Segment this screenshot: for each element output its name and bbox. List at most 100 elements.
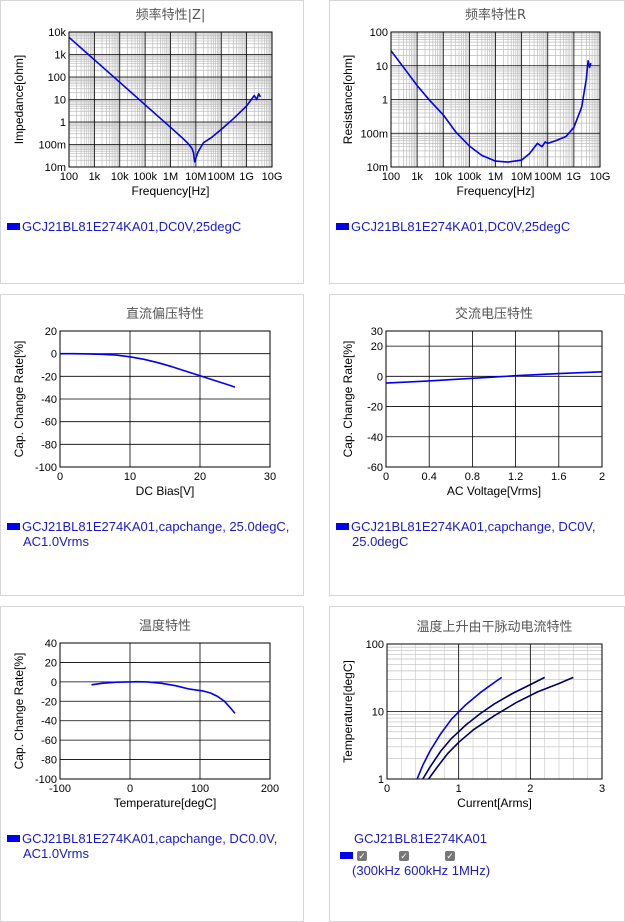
y-tick-label: -20 (41, 371, 57, 383)
label-1mhz: 1MHz (451, 863, 486, 878)
ac-voltage-legend: GCJ21BL81E274KA01,capchange, DC0V, 25.0d… (336, 519, 622, 549)
x-tick-label: 100M (534, 171, 562, 183)
x-tick-label: 100 (191, 783, 209, 795)
legend-label: GCJ21BL81E274KA01,DC0V,25degC (22, 219, 242, 234)
y-tick-label: -60 (41, 735, 57, 747)
x-tick-label: 1G (567, 171, 582, 183)
ac-voltage-chart-panel: 0 0.4 0.8 1.2 1.6 2 30 20 0 -20 -40 -60 交流电压特性 AC Vol… (329, 294, 625, 596)
x-axis-label: Frequency[Hz] (456, 184, 534, 198)
series-line (391, 50, 592, 163)
x-tick-label: 100 (60, 171, 78, 183)
resistance-chart: 100 1k 10k 100k 1M 10M 100M 1G 10G 10m 100m 1 10 100 频… (341, 7, 610, 198)
y-tick-label: 100 (370, 27, 388, 39)
y-tick-label: 0 (51, 677, 57, 689)
y-tick-label: 10 (376, 61, 388, 73)
plot-frame (68, 31, 273, 168)
x-tick-label: 2 (599, 471, 605, 483)
y-tick-label: 0 (377, 371, 383, 383)
x-tick-label: 1 (456, 783, 462, 795)
paren-close: ) (485, 863, 491, 878)
y-tick-label: 10k (48, 27, 66, 39)
legend-label: GCJ21BL81E274KA01,DC0V,25degC (351, 219, 571, 234)
y-tick-label: 100 (48, 72, 66, 84)
x-tick-label: 20 (194, 471, 206, 483)
y-tick-label: 1k (54, 50, 66, 62)
x-tick-label: 100k (457, 171, 481, 183)
x-tick-label: 10M (185, 171, 206, 183)
y-tick-label: -40 (41, 716, 57, 728)
y-tick-label: 20 (45, 657, 57, 669)
plot-frame (386, 643, 603, 780)
dc-bias-chart: 0 10 20 30 20 0 -20 -40 -60 -80 -100 直流偏压特性 DC Bias[… (12, 307, 276, 498)
y-tick-label: 1 (378, 774, 384, 786)
checkbox-1mhz[interactable]: ✓ (445, 851, 455, 861)
checkbox-600khz[interactable]: ✓ (399, 851, 409, 861)
legend-label: GCJ21BL81E274KA01,capchange, DC0.0V, AC1… (22, 831, 278, 861)
y-tick-label: -20 (41, 696, 57, 708)
impedance-legend: GCJ21BL81E274KA01,DC0V,25degC (7, 219, 241, 234)
resistance-chart-panel: 100 1k 10k 100k 1M 10M 100M 1G 10G 10m 100m 1 10 100 频… (329, 0, 625, 284)
y-tick-label: -60 (367, 462, 383, 474)
x-tick-label: 0 (383, 471, 389, 483)
series-line (60, 352, 236, 388)
y-tick-label: 10m (45, 162, 66, 174)
x-tick-label: 10k (111, 171, 129, 183)
y-axis-label: Impedance[ohm] (12, 55, 26, 144)
impedance-chart: 100 1k 10k 100k 1M 10M 100M 1G 10G 10m 100m 1 10 100 1… (12, 7, 283, 198)
plot-area (386, 331, 602, 467)
y-tick-label: 10m (367, 162, 388, 174)
series-line (416, 676, 503, 779)
y-tick-label: 1 (60, 117, 66, 129)
y-tick-label: 30 (371, 326, 383, 338)
y-axis-label: Cap. Change Rate[%] (12, 341, 26, 458)
x-tick-label: 1M (163, 171, 178, 183)
x-tick-label: 10G (262, 171, 283, 183)
y-tick-label: 1 (382, 95, 388, 107)
checkbox-300khz[interactable]: ✓ (357, 851, 367, 861)
x-tick-label: 2 (527, 783, 533, 795)
dc-bias-chart-panel: 0 10 20 30 20 0 -20 -40 -60 -80 -100 直流偏压特性 DC Bias[… (0, 294, 304, 596)
ripple-current-chart: 0 1 2 3110100温度上升由干脉动电流特性Current[Arms]Tempe… (341, 619, 605, 810)
x-tick-label: 100M (207, 171, 235, 183)
y-tick-label: -80 (41, 755, 57, 767)
ripple-legend-title: GCJ21BL81E274KA01 (354, 831, 487, 846)
x-axis-label: Current[Arms] (457, 796, 532, 810)
y-tick-label: -100 (35, 774, 57, 786)
y-tick-label: -40 (367, 432, 383, 444)
x-tick-label: 10k (434, 171, 452, 183)
y-axis-label: Temperature[degC] (341, 660, 355, 763)
label-600khz: 600kHz (404, 863, 449, 878)
y-tick-label: -60 (41, 417, 57, 429)
chart-title: 交流电压特性 (455, 306, 533, 322)
legend-label: GCJ21BL81E274KA01,capchange, DC0V, 25.0d… (351, 519, 596, 549)
y-tick-label: 10 (54, 95, 66, 107)
x-tick-label: 100 (382, 171, 400, 183)
plot-frame (59, 642, 271, 780)
series-line (386, 371, 602, 384)
y-tick-label: -100 (35, 462, 57, 474)
x-axis-label: Temperature[degC] (114, 796, 217, 810)
ripple-legend-options: ✓ ✓ ✓ (340, 847, 455, 862)
chart-title: 温度特性 (139, 618, 191, 634)
legend-swatch (7, 222, 20, 230)
x-tick-label: 10 (124, 471, 136, 483)
ripple-current-chart-panel: 0 1 2 3 1 10 100 温度上升由干脉动电流特性 Current[Arms] Tempe… (329, 606, 625, 922)
chart-title: 温度上升由干脉动电流特性 (416, 619, 572, 635)
x-tick-label: 10M (511, 171, 532, 183)
plot-area (60, 643, 270, 779)
legend-swatch (336, 522, 349, 530)
y-tick-label: 100m (360, 128, 388, 140)
y-tick-label: -40 (41, 394, 57, 406)
series-line (91, 680, 236, 714)
series-line (427, 676, 574, 779)
plot-frame (390, 31, 601, 168)
x-tick-label: 0.4 (422, 471, 437, 483)
label-300khz: 300kHz (356, 863, 401, 878)
temperature-chart: -100 0 100 20040200-20-40-60-80-100温度特性Temp… (12, 618, 279, 810)
temperature-legend: GCJ21BL81E274KA01,capchange, DC0.0V, AC1… (7, 831, 303, 861)
chart-title: 频率特性|Z| (136, 7, 206, 23)
y-axis-label: Cap. Change Rate[%] (12, 653, 26, 770)
series-line (422, 676, 546, 779)
legend-swatch (7, 522, 20, 530)
dc-bias-legend: GCJ21BL81E274KA01,capchange, 25.0degC, A… (7, 519, 303, 549)
